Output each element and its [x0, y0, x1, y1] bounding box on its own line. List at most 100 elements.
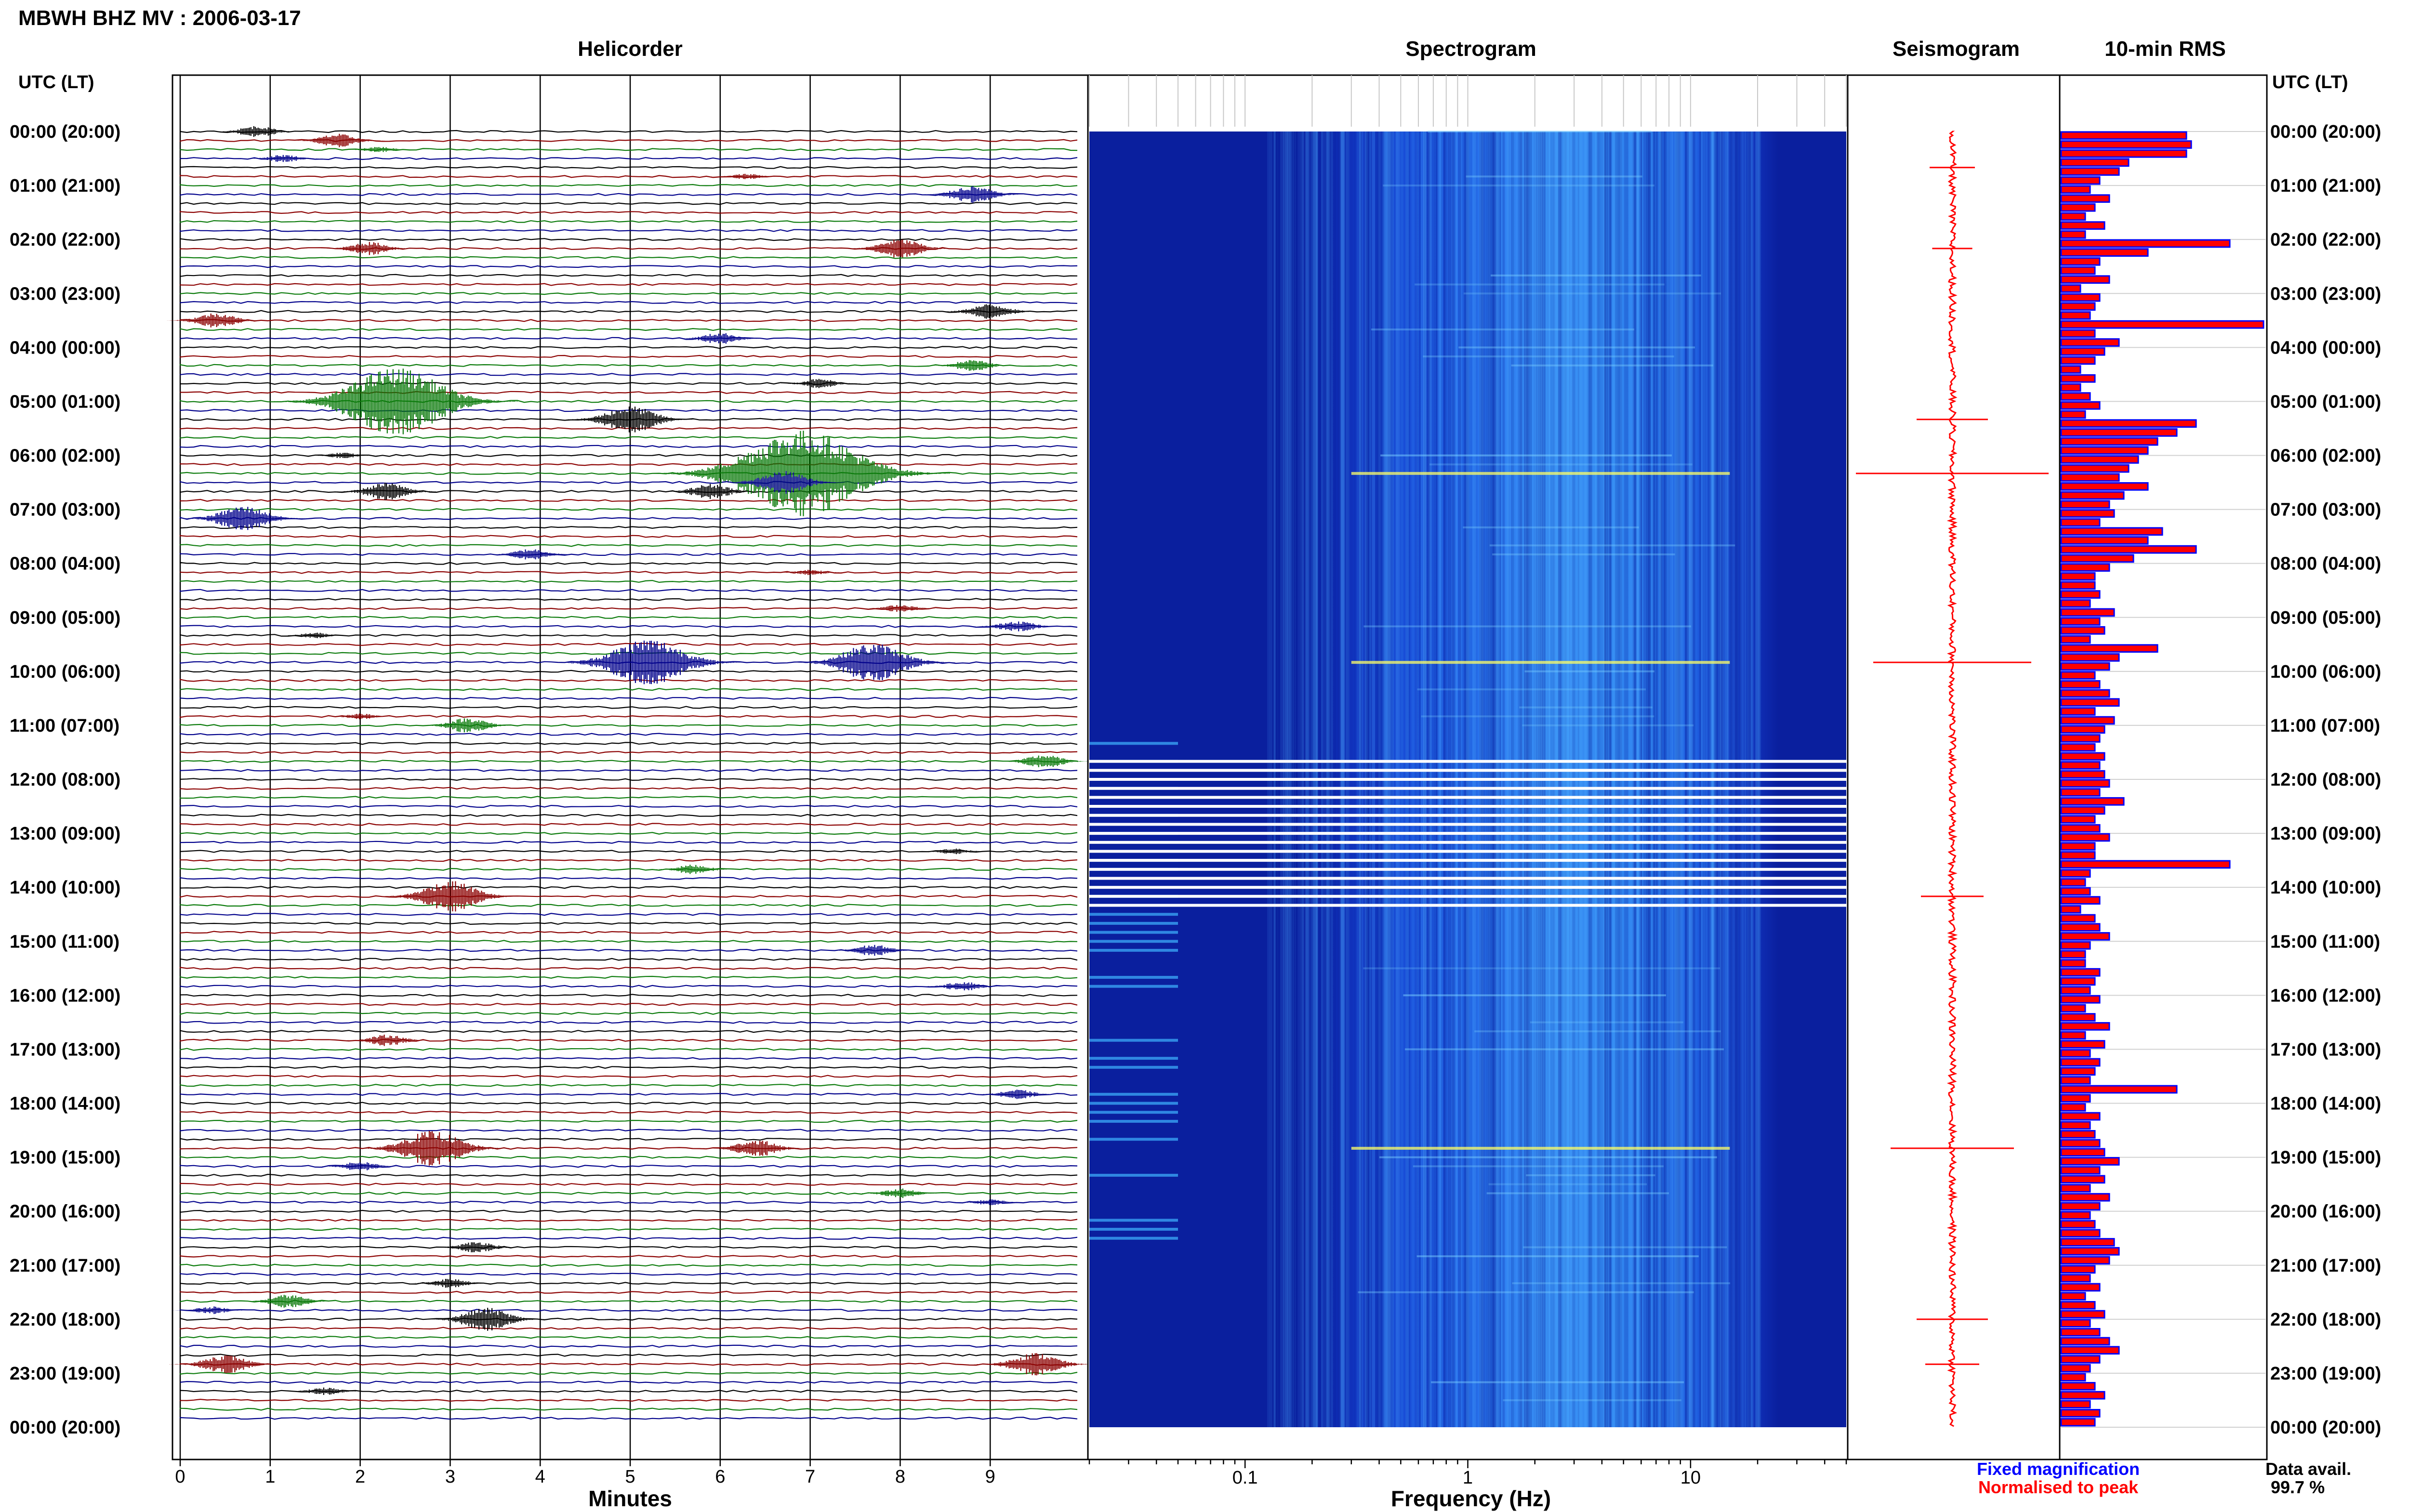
helicorder-trace-row [179, 715, 1078, 718]
helicorder-trace-row [179, 706, 1078, 709]
helicorder-trace-row [179, 381, 1078, 385]
helicorder-trace-row [179, 1309, 1078, 1312]
helicorder-trace-row [179, 589, 1078, 592]
rms-bar [2060, 1400, 2091, 1409]
helicorder-trace-row [179, 948, 1078, 952]
helicorder-trace-row [179, 1156, 1078, 1159]
rms-bar [2060, 131, 2187, 140]
spectrogram-lowfreq-band [1089, 1219, 1178, 1222]
rms-bar [2060, 1139, 2101, 1148]
rms-bar [2060, 842, 2096, 851]
right-time-label: 08:00 (04:00) [2270, 554, 2381, 574]
left-time-label: 01:00 (21:00) [10, 176, 120, 196]
spectrogram-lowfreq-band [1089, 976, 1178, 979]
helicorder-trace-row [179, 598, 1078, 601]
spectrogram-band [1466, 175, 1642, 178]
figure-title: MBWH BHZ MV : 2006-03-17 [18, 6, 301, 30]
left-time-label: 22:00 (18:00) [10, 1310, 120, 1330]
rms-bar [2060, 1067, 2096, 1076]
rms-bar [2060, 968, 2101, 977]
helicorder-trace-row [179, 166, 1078, 169]
left-time-label: 18:00 (14:00) [10, 1094, 120, 1114]
helicorder-event [211, 126, 302, 137]
helicorder-trace-row [179, 688, 1078, 691]
helicorder-trace-row [179, 310, 1078, 313]
rms-bar [2060, 230, 2086, 239]
rms-bar [2060, 338, 2120, 347]
helicorder-trace-row [180, 1173, 1078, 1177]
helicorder-event [974, 1353, 1097, 1376]
right-time-label: 15:00 (11:00) [2270, 932, 2380, 952]
rms-bar [2060, 635, 2091, 644]
rms-bar [2060, 617, 2101, 626]
helicorder-event [552, 640, 743, 684]
helicorder-trace-row [179, 139, 1078, 142]
spectrogram-gap [1089, 904, 1846, 907]
rms-bar [2060, 1184, 2091, 1193]
spectrogram-lowfreq-band [1089, 1173, 1178, 1177]
right-time-labels: 00:00 (20:00) 01:00 (21:00) 02:00 (22:00) 0… [2270, 122, 2381, 1438]
rms-bar [2060, 1148, 2105, 1157]
helicorder-trace-row [179, 1084, 1078, 1087]
spectrogram-event-line [1351, 472, 1730, 475]
rms-bar [2060, 527, 2163, 536]
rms-bar [2060, 1283, 2101, 1292]
helicorder-x-tick-label: 4 [535, 1467, 545, 1487]
rms-bar [2060, 221, 2105, 230]
helicorder-trace-row [179, 625, 1078, 628]
rms-bar [2060, 563, 2110, 572]
helicorder-trace-row [179, 777, 1078, 781]
helicorder-trace-row [179, 1407, 1078, 1411]
helicorder-title: Helicorder [578, 37, 683, 61]
rms-bar [2060, 1328, 2101, 1337]
rms-bar [2060, 608, 2115, 617]
helicorder-trace-row [179, 1227, 1078, 1231]
helicorder-event [425, 1308, 548, 1331]
rms-bar [2060, 248, 2149, 257]
helicorder-trace-row [179, 858, 1078, 862]
rms-bar [2060, 473, 2120, 482]
helicorder-trace-row [179, 1057, 1078, 1060]
rms-bar [2060, 140, 2192, 149]
rms-bar [2060, 1382, 2096, 1391]
helicorder-x-tick-label: 6 [715, 1467, 725, 1487]
spectrogram-lowfreq-band [1089, 1236, 1178, 1240]
rms-bar [2060, 1274, 2091, 1283]
spectrogram-band [1458, 346, 1695, 349]
helicorder-event [318, 1162, 403, 1170]
rms-bar [2060, 923, 2101, 932]
spectrogram-band [1511, 364, 1713, 367]
rms-bar [2060, 1058, 2101, 1067]
rms-bar [2060, 914, 2096, 923]
rms-bar [2060, 257, 2101, 266]
helicorder-trace-row [179, 1273, 1078, 1276]
helicorder-trace-row [179, 508, 1078, 511]
helicorder-event [974, 1090, 1059, 1099]
right-time-label: 17:00 (13:00) [2270, 1039, 2381, 1060]
left-time-label: 00:00 (20:00) [10, 122, 120, 142]
rms-bar [2060, 1409, 2101, 1418]
rms-bar [2060, 1166, 2101, 1175]
frequency-axis-label: Frequency (Hz) [1391, 1486, 1551, 1511]
helicorder-trace-row [179, 1327, 1078, 1330]
rms-bar [2060, 1121, 2091, 1130]
helicorder-trace-row [179, 894, 1078, 898]
left-time-label: 04:00 (00:00) [10, 338, 120, 358]
rms-bar [2060, 1193, 2110, 1202]
rms-bar [2060, 446, 2149, 455]
left-time-label: 20:00 (16:00) [10, 1202, 120, 1222]
helicorder-event [711, 173, 781, 179]
rms-bar [2060, 986, 2091, 995]
spectrogram-gap [1089, 760, 1846, 763]
data-availability-value: 99.7 % [2271, 1477, 2325, 1497]
rms-bar [2060, 419, 2197, 428]
legend-normalised-to-peak: Normalised to peak [1978, 1477, 2139, 1497]
helicorder-x-tick-label: 1 [265, 1467, 275, 1487]
left-time-label: 02:00 (22:00) [10, 230, 120, 250]
helicorder-trace-row [179, 1363, 1078, 1366]
helicorder-trace-row [179, 355, 1077, 358]
rms-bar [2060, 1355, 2101, 1364]
helicorder-event [675, 333, 766, 344]
rms-bar [2060, 302, 2096, 311]
rms-bar [2060, 1346, 2120, 1355]
